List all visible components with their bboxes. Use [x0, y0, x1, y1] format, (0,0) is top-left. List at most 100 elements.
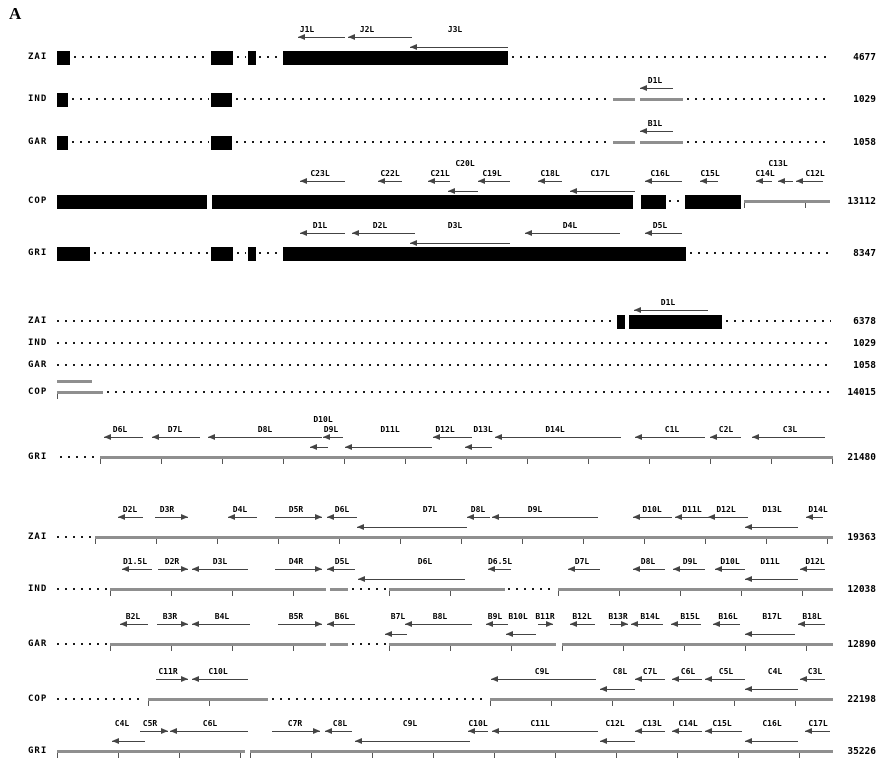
scale-line [389, 588, 505, 596]
gene-label: C17L [590, 169, 610, 178]
scale-line [562, 643, 833, 651]
gene-label: C6L [680, 667, 696, 676]
orf-block [211, 136, 232, 150]
gene-label: D2R [164, 557, 180, 566]
gene-label: D3R [159, 505, 175, 514]
gene-arrow-left [492, 728, 598, 734]
sequence-length: 8347 [853, 248, 876, 259]
sequence-length: 6378 [853, 316, 876, 327]
gene-arrow-left [228, 514, 257, 520]
gene-label: D1L [647, 76, 663, 85]
dotted-line [726, 320, 831, 322]
gene-arrow-left [300, 178, 345, 184]
gene-arrow-left [600, 686, 635, 692]
gene-label: C1L [664, 425, 680, 434]
genome-name: COP [28, 196, 48, 206]
gene-label: D9L [527, 505, 543, 514]
genome-name: IND [28, 94, 48, 104]
dotted-line [352, 588, 386, 590]
gene-arrow-left [633, 566, 665, 572]
orf-block [57, 195, 207, 209]
dotted-line [687, 98, 831, 100]
gene-arrow-left [745, 576, 798, 582]
gene-arrow-left [756, 178, 772, 184]
gene-label: C15L [712, 719, 732, 728]
dotted-line [272, 698, 486, 700]
genome-name: GAR [28, 639, 48, 649]
dotted-line [60, 456, 97, 458]
dotted-line [687, 141, 831, 143]
gray-line [330, 643, 348, 646]
dotted-line [107, 391, 831, 393]
gene-label: C20L [455, 159, 475, 168]
gene-label: J2L [359, 25, 375, 34]
gene-label: C19L [482, 169, 502, 178]
orf-block [57, 136, 68, 150]
gene-label: D12L [435, 425, 455, 434]
gene-label: D14L [545, 425, 565, 434]
gene-arrow-left [410, 44, 508, 50]
scale-line [95, 536, 833, 544]
gene-arrow-right [538, 621, 553, 627]
orf-block [57, 247, 90, 261]
orf-block [248, 247, 256, 261]
gene-label: D11L [380, 425, 400, 434]
gene-label: B16L [718, 612, 738, 621]
dotted-line [690, 252, 831, 254]
gene-label: C14L [755, 169, 775, 178]
orf-block [248, 51, 256, 65]
genome-name: GRI [28, 248, 48, 258]
gene-arrow-left [120, 621, 148, 627]
gene-label: D5L [652, 221, 668, 230]
gene-arrow-left [705, 676, 745, 682]
gene-label: D5R [288, 505, 304, 514]
gene-arrow-left [635, 728, 665, 734]
scale-line [389, 643, 556, 651]
gene-arrow-left [640, 85, 673, 91]
gene-arrow-left [122, 566, 152, 572]
gene-label: D2L [122, 505, 138, 514]
dotted-line [259, 252, 280, 254]
gene-arrow-left [358, 576, 465, 582]
sequence-length: 35226 [847, 746, 876, 757]
genome-name: COP [28, 694, 48, 704]
gene-arrow-left [800, 566, 825, 572]
gene-label: C9L [534, 667, 550, 676]
dotted-line [669, 200, 683, 202]
genome-name: GRI [28, 452, 48, 462]
gene-label: B3R [162, 612, 178, 621]
gene-label: D2L [372, 221, 388, 230]
gene-arrow-left [645, 230, 682, 236]
orf-block [57, 51, 70, 65]
orf-block [283, 247, 686, 261]
gene-label: B12L [572, 612, 592, 621]
orf-block [57, 93, 68, 107]
dotted-line [236, 98, 610, 100]
gene-label: B1L [647, 119, 663, 128]
gene-arrow-left [796, 178, 823, 184]
gene-label: B4L [214, 612, 230, 621]
gene-label: D12L [716, 505, 736, 514]
dotted-line [57, 536, 93, 538]
scale-line [148, 698, 268, 706]
sequence-length: 1058 [853, 137, 876, 148]
gene-arrow-left [806, 514, 823, 520]
genome-name: GAR [28, 360, 48, 370]
gene-label: D9L [323, 425, 339, 434]
gene-arrow-right [275, 566, 322, 572]
gene-label: B13R [608, 612, 628, 621]
gray-line [613, 141, 635, 144]
gene-arrow-left [118, 514, 143, 520]
dotted-line [352, 643, 386, 645]
gene-label: J1L [299, 25, 315, 34]
dotted-line [72, 141, 209, 143]
gene-label: B14L [640, 612, 660, 621]
gene-arrow-left [708, 514, 748, 520]
gene-label: D11L [682, 505, 702, 514]
orf-block [283, 51, 508, 65]
gene-arrow-left [465, 444, 492, 450]
gene-label: C23L [310, 169, 330, 178]
scale-line [100, 456, 833, 464]
gene-arrow-left [745, 686, 798, 692]
gene-arrow-right [140, 728, 168, 734]
